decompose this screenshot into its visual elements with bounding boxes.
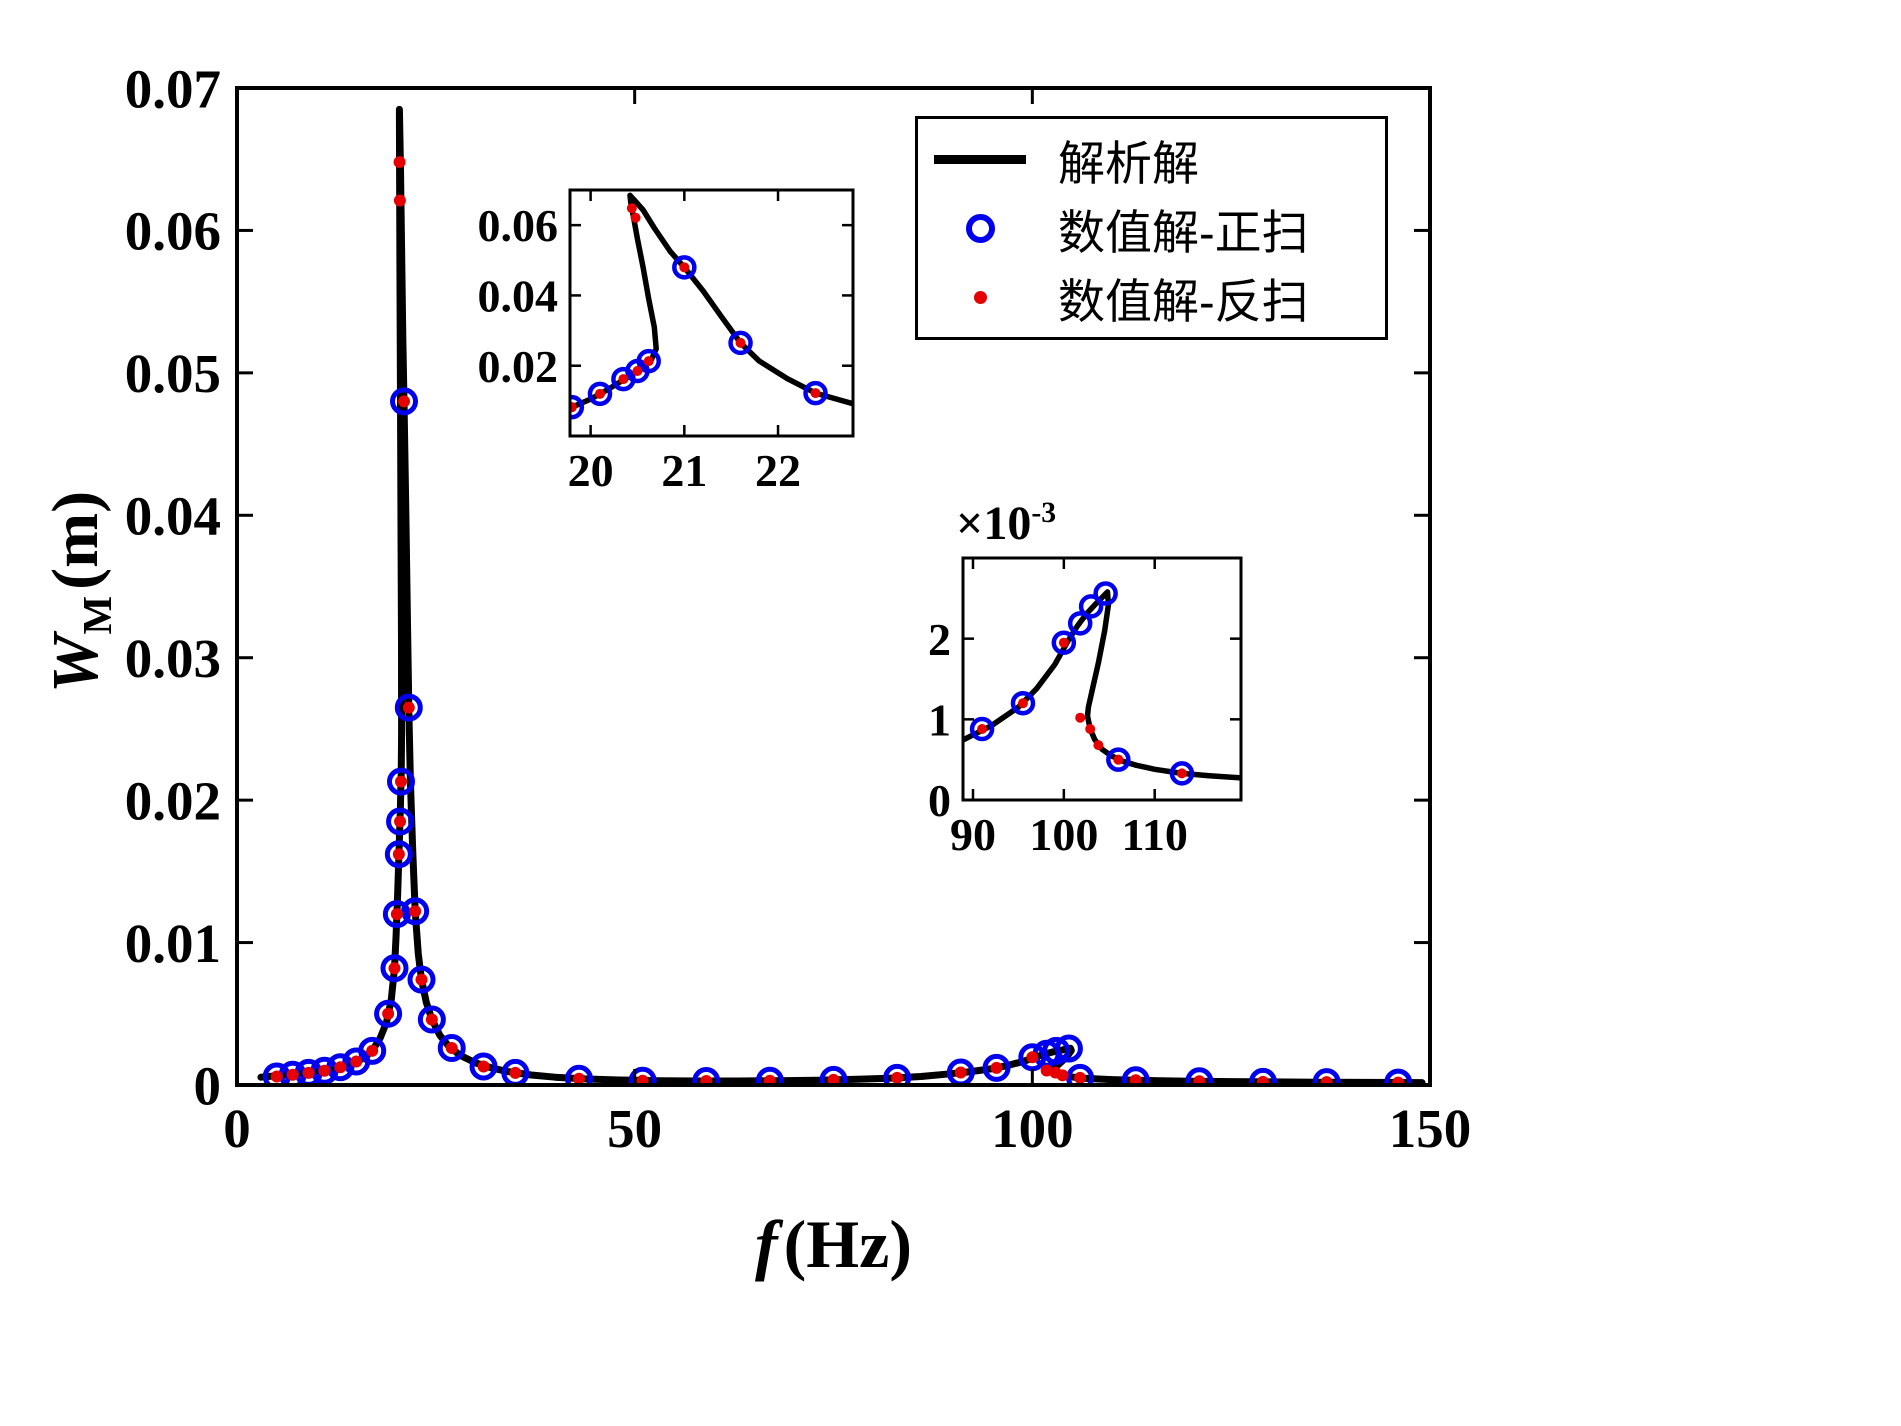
inset1-frame: [568, 188, 855, 438]
main-x-tick-label: 0: [223, 1098, 251, 1159]
multiplier-base: ×10: [956, 497, 1032, 550]
legend-label-backward-sweep: 数值解-反扫: [1058, 274, 1309, 328]
y-axis-label-subscript: M: [75, 595, 121, 635]
legend-sample-cell: [928, 213, 1032, 243]
inset1-axes: 20 21 22 0.02 0.04 0.06: [478, 188, 855, 496]
legend-item-forward-sweep: 数值解-正扫: [928, 195, 1375, 261]
inset1-y-tick-label: 0.04: [478, 271, 559, 322]
inset1-x-tick-label: 22: [755, 445, 801, 496]
main-y-tick-label: 0.03: [125, 628, 221, 689]
main-y-tick-label: 0.01: [125, 913, 221, 974]
legend-item-analytic: 解析解: [928, 126, 1375, 192]
legend: 解析解 数值解-正扫 数值解-反扫: [915, 116, 1388, 340]
inset2-frame: [961, 556, 1243, 802]
dot-sample-icon: [973, 290, 987, 304]
inset2-y-tick-label: 2: [928, 614, 951, 665]
line-sample-icon: [934, 154, 1026, 164]
legend-sample-cell: [928, 290, 1032, 304]
inset2-y-tick-label: 1: [928, 694, 951, 745]
forward-sweep-points: [570, 255, 828, 420]
main-y-tick-label: 0.06: [125, 201, 221, 262]
main-x-tick-label: 150: [1389, 1098, 1472, 1159]
backward-sweep-points: [270, 156, 1405, 1085]
inset2-x-tick-label: 110: [1121, 809, 1187, 860]
inset1-y-tick-label: 0.02: [478, 341, 559, 392]
main-x-tick-label: 50: [607, 1098, 662, 1159]
main-frame: [235, 86, 1432, 1087]
forward-sweep-points: [969, 581, 1195, 786]
main-y-tick-label: 0.04: [125, 486, 221, 547]
inset2-axes: 90 100 110 0 1 2: [928, 556, 1243, 860]
legend-label-forward-sweep: 数值解-正扫: [1058, 205, 1309, 259]
main-y-tick-label: 0.02: [125, 770, 221, 831]
legend-sample-cell: [928, 154, 1032, 164]
y-axis-label: WM (m): [38, 362, 121, 822]
open-circle-sample-icon: [965, 213, 995, 243]
inset1-x-tick-label: 20: [568, 445, 614, 496]
backward-sweep-points: [570, 203, 821, 413]
x-axis-label: f(Hz): [237, 1205, 1430, 1284]
x-axis-label-symbol: f: [754, 1206, 778, 1282]
y-axis-label-symbol: W: [39, 634, 112, 694]
inset2-scale-multiplier: ×10-3: [956, 496, 1056, 551]
legend-item-backward-sweep: 数值解-反扫: [928, 264, 1375, 330]
inset1-x-tick-label: 21: [661, 445, 707, 496]
inset2-y-tick-label: 0: [928, 775, 951, 826]
legend-label-analytic: 解析解: [1058, 136, 1199, 190]
main-x-tick-label: 100: [991, 1098, 1074, 1159]
analytic-curve: [963, 589, 1241, 781]
inset2-x-tick-label: 100: [1029, 809, 1098, 860]
inset1-y-tick-label: 0.06: [478, 200, 559, 251]
main-y-tick-label: 0: [194, 1055, 222, 1116]
backward-sweep-points: [977, 637, 1187, 779]
x-axis-label-unit: (Hz): [783, 1206, 913, 1282]
main-y-tick-label: 0.05: [125, 343, 221, 404]
inset2-x-tick-label: 90: [950, 809, 996, 860]
multiplier-exponent: -3: [1031, 496, 1057, 529]
y-axis-label-unit: (m): [39, 490, 112, 590]
main-y-tick-label: 0.07: [125, 58, 221, 119]
